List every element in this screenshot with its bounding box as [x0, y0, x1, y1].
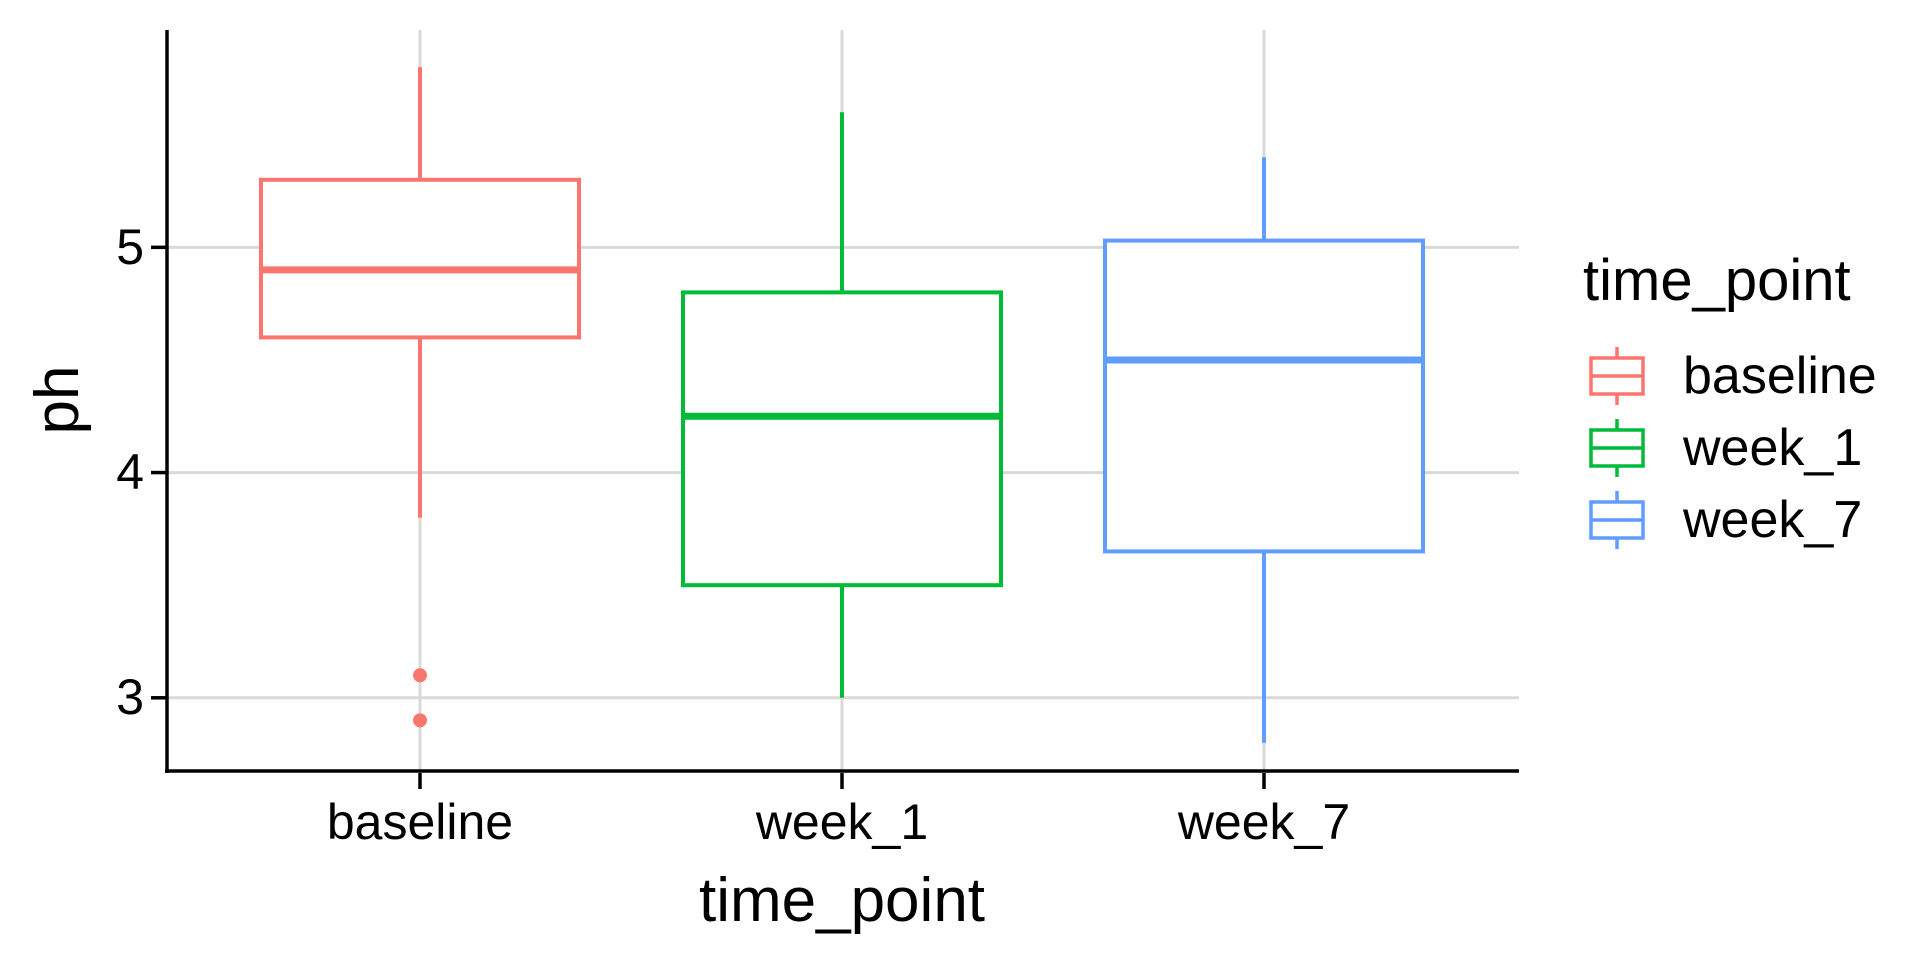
legend-label-week-7: week_7 — [1683, 491, 1863, 549]
legend-key-week-1-boxplot-icon — [1589, 419, 1645, 477]
box-baseline — [259, 177, 581, 340]
legend-item-week-7: week_7 — [1588, 484, 1877, 556]
legend-key-week-7-boxplot-icon — [1589, 491, 1645, 549]
legend-label-week-1: week_1 — [1683, 419, 1863, 477]
x-tick-label-baseline: baseline — [326, 794, 514, 850]
y-axis-title: ph — [23, 365, 92, 435]
legend-rows: baseline week_1 week_7 — [1588, 340, 1877, 556]
y-tick-label-3: 3 — [116, 669, 144, 725]
legend-label-baseline: baseline — [1683, 347, 1877, 405]
legend-key-baseline-boxplot-icon — [1589, 347, 1645, 405]
y-tick-label-5: 5 — [116, 219, 144, 275]
x-tick-label-week-1: week_1 — [755, 794, 929, 850]
outlier-baseline-0 — [413, 668, 427, 683]
y-tick-label-4: 4 — [116, 444, 144, 500]
box-week_1 — [681, 290, 1003, 588]
x-axis-title: time_point — [698, 866, 986, 935]
legend-item-baseline: baseline — [1588, 340, 1877, 412]
legend-item-week-1: week_1 — [1588, 412, 1877, 484]
legend-title: time_point — [1583, 248, 1851, 313]
x-tick-label-week-7: week_7 — [1177, 794, 1351, 850]
box-week_7 — [1103, 238, 1425, 554]
legend: time_point baseline week_1 — [1583, 248, 1877, 549]
outlier-baseline-1 — [413, 713, 427, 728]
